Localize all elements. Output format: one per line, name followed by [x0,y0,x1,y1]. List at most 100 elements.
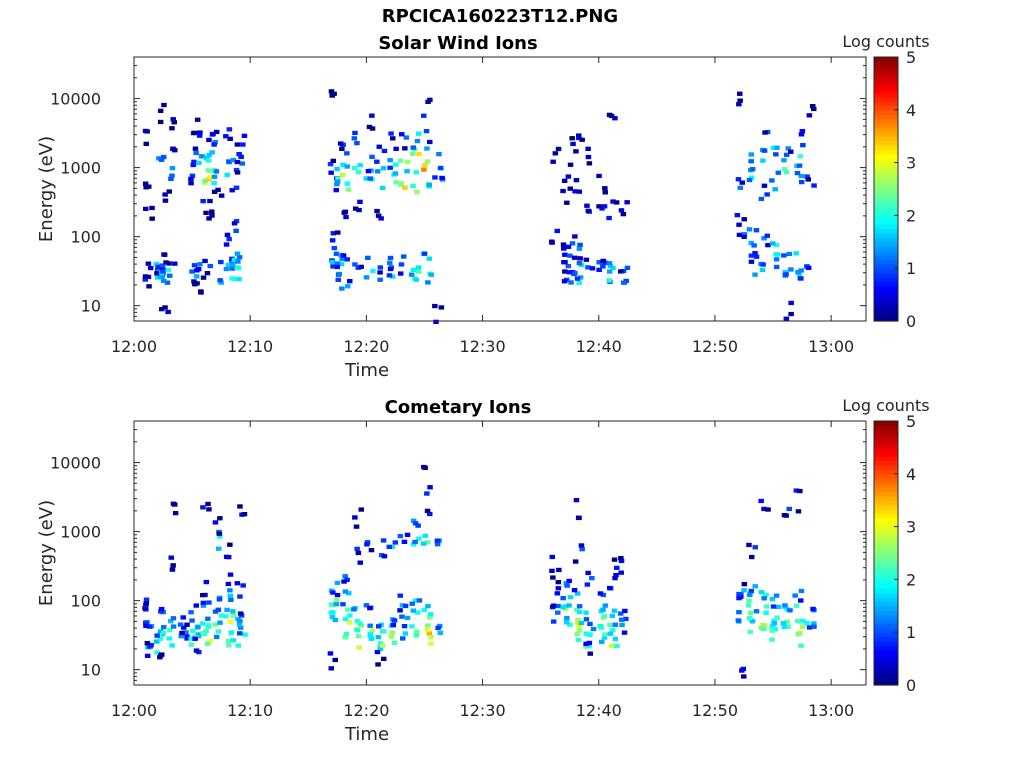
data-cell [618,556,624,561]
data-cell [424,508,431,513]
data-cell [410,183,416,188]
data-cell [391,618,398,623]
data-cell [427,612,434,617]
colorbar-segment [874,663,898,668]
data-cell [416,131,422,136]
data-cell [583,644,589,649]
data-cell [340,602,346,607]
data-cell [177,622,184,627]
data-cell [198,290,204,295]
data-cell [355,634,362,639]
data-cell [399,132,405,137]
data-cell [339,256,345,262]
colorbar-segment [874,676,898,682]
data-cell [225,263,232,268]
data-cell [576,280,582,285]
data-cell [356,645,362,650]
data-cell [202,258,208,264]
data-cell [746,592,753,598]
data-cell [363,603,370,608]
data-cell [746,598,752,603]
x-tick-label: 12:20 [343,337,389,356]
data-cell [229,188,235,193]
data-cell [342,616,349,622]
data-cell [781,513,788,518]
colorbar-segment [874,456,898,462]
data-cell [607,263,614,268]
data-cell [618,269,624,274]
data-cell [346,620,352,625]
data-cell [587,651,593,656]
data-cell [788,149,794,154]
data-cell [233,219,240,224]
data-cell [375,213,382,218]
data-cell [392,171,399,176]
data-cell [761,596,767,601]
data-cell [225,638,232,644]
data-cell [144,641,151,646]
colorbar-segment [874,316,898,322]
colorbar-segment [874,500,898,506]
data-cell [334,261,341,266]
data-cell [550,619,557,624]
data-cell [607,622,613,628]
colorbar-segment [874,579,898,585]
data-cell [773,242,780,248]
data-cell [410,608,417,613]
data-cell [341,579,347,584]
data-cell [601,613,608,619]
data-cell [200,603,207,608]
colorbar-segment [874,79,898,84]
data-cell [333,251,340,256]
y-tick-label: 100 [70,228,101,247]
data-cell [343,632,350,637]
data-cell [162,198,169,203]
data-cell [211,142,217,147]
data-cell [342,589,349,594]
data-cell [763,610,769,615]
data-cell [355,265,361,270]
data-cell [330,231,337,236]
data-cell [209,150,215,155]
data-cell [798,179,805,185]
data-cell [579,547,585,552]
data-cell [765,243,771,248]
colorbar-segment [874,443,898,448]
data-cell [424,146,430,151]
data-cell [749,619,756,624]
data-cell [620,212,627,217]
data-cell [226,127,233,132]
data-cell [143,141,149,146]
data-cell [157,636,164,641]
data-cell [142,181,149,186]
colorbar-segment [874,434,898,440]
data-cell [735,177,742,182]
data-cell [741,217,747,222]
plot-area [134,421,866,685]
colorbar-tick-label: 5 [906,412,916,431]
data-cell [164,280,171,285]
y-tick-label: 10000 [50,454,101,473]
data-cell [576,189,582,194]
data-cell [166,189,172,194]
data-cell [366,124,373,130]
colorbar-segment [874,140,898,146]
colorbar-segment [874,241,898,247]
data-cell [200,275,207,280]
data-cell [585,208,592,213]
data-cell [416,598,423,603]
colorbar-segment [874,237,898,243]
data-cell [549,568,555,573]
data-cell [792,593,798,598]
data-cell [193,274,200,279]
data-cell [596,267,602,272]
data-cell [745,603,752,608]
data-cell [352,262,358,267]
data-cell [388,634,395,639]
data-cell [377,646,384,652]
colorbar-segment [874,531,898,536]
data-cell [397,534,404,539]
data-cell [228,597,234,602]
data-cell [224,172,230,178]
